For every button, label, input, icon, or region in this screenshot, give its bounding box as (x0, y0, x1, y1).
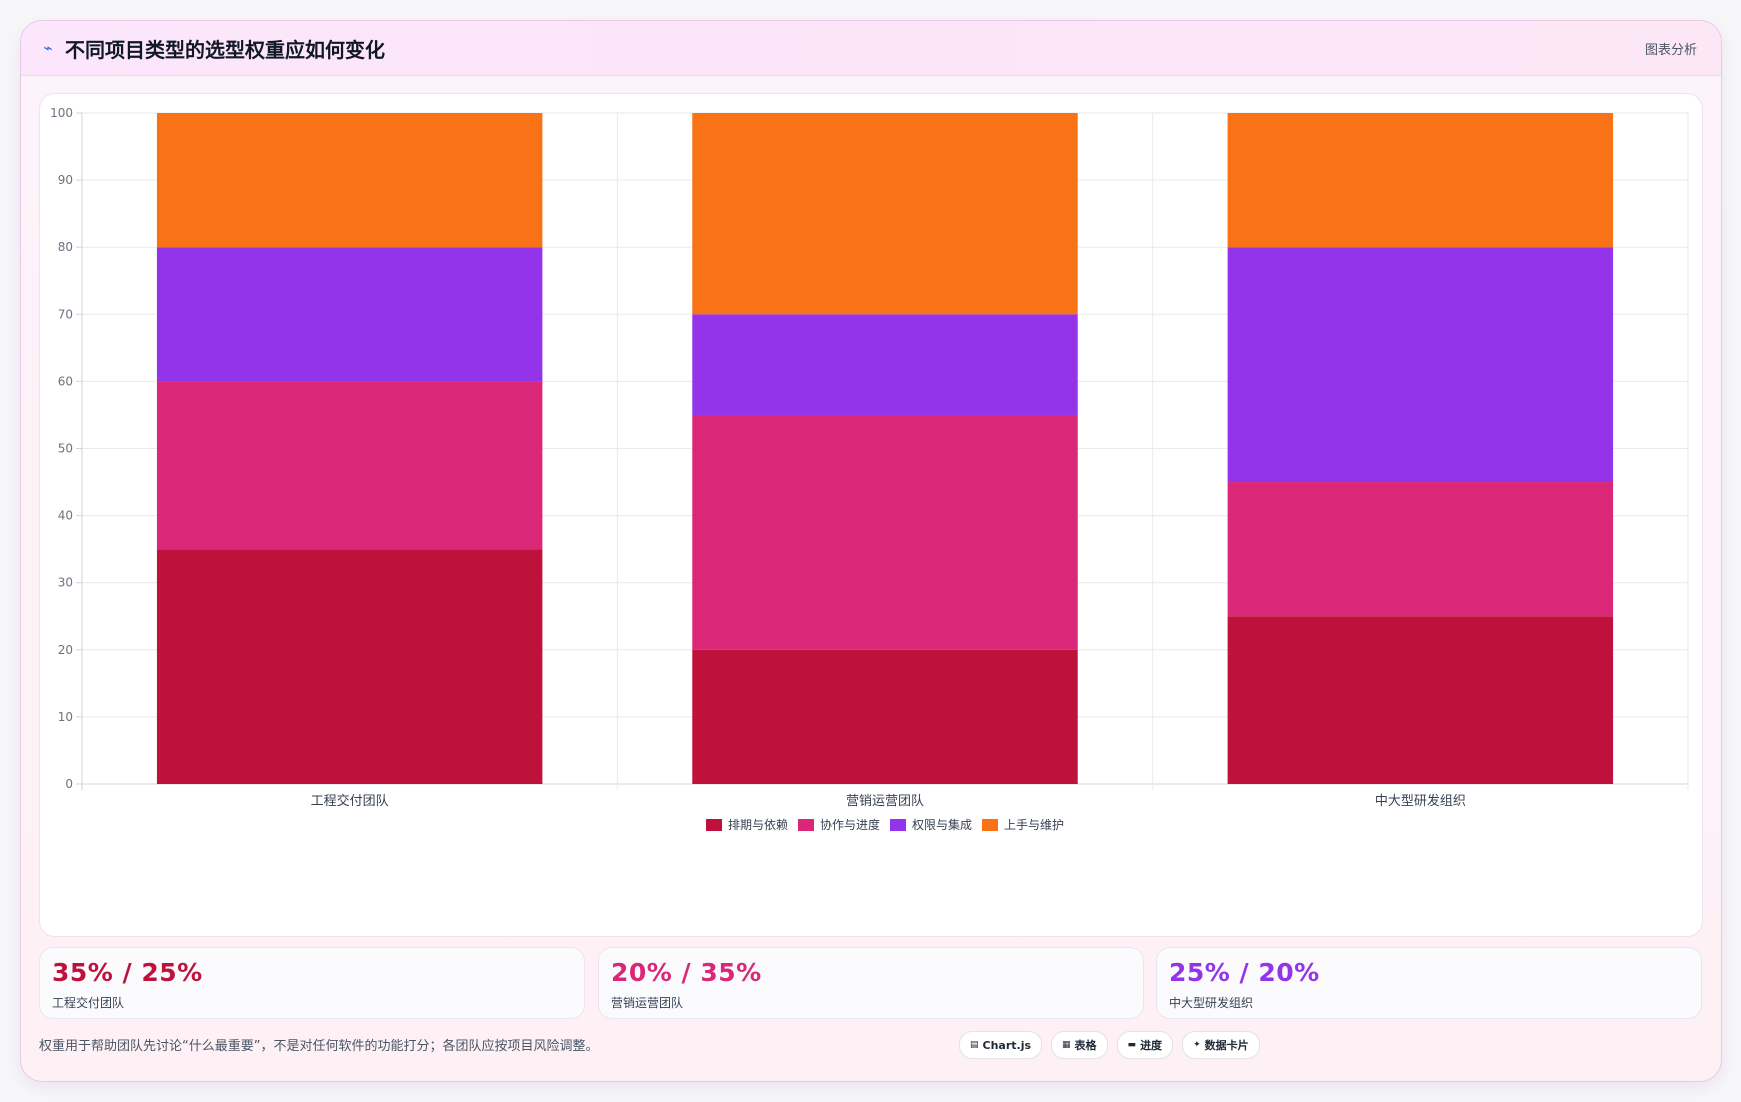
y-tick-label: 80 (58, 240, 73, 254)
stat-label: 工程交付团队 (52, 996, 125, 1010)
chart-title: 不同项目类型的选型权重应如何变化 (65, 37, 385, 62)
bar-segment (692, 314, 1078, 415)
chart-icon: ▤ (970, 1040, 979, 1050)
y-tick-label: 70 (58, 307, 73, 321)
chip-list: ▤ Chart.js ▦ 表格 ▬ 进度 ✦ 数据卡片 (959, 1031, 1260, 1059)
bar-segment (692, 649, 1078, 784)
bar-segment (1227, 113, 1614, 248)
legend-swatch (982, 819, 998, 831)
x-tick-label: 中大型研发组织 (1375, 793, 1466, 809)
y-tick-label: 30 (58, 576, 73, 590)
y-tick-label: 60 (58, 374, 73, 388)
chip-label: Chart.js (982, 1038, 1032, 1052)
stat-value: 20% / 35% (611, 958, 762, 987)
header-tag: 图表分析 (1644, 42, 1697, 58)
bar-segment (692, 414, 1078, 650)
y-tick-label: 10 (58, 710, 73, 724)
chip-label: 数据卡片 (1204, 1039, 1249, 1052)
chip-label: 表格 (1074, 1039, 1097, 1052)
legend-label: 上手与维护 (1004, 818, 1064, 832)
legend-swatch (706, 819, 722, 831)
stat-card-engineering: 35% / 25% 工程交付团队 (39, 947, 585, 1019)
chip-data-card[interactable]: ✦ 数据卡片 (1182, 1031, 1260, 1059)
card-header: ⌁ 不同项目类型的选型权重应如何变化 图表分析 (21, 21, 1721, 76)
plot-area: 0 10 20 30 40 50 60 70 80 90 100 工程交付团队 营销运营团队 中大型研发组… (39, 93, 1703, 937)
chip-table[interactable]: ▦ 表格 (1051, 1031, 1108, 1059)
stat-cards: 35% / 25% 工程交付团队 20% / 35% 营销运营团队 25% / … (39, 947, 1702, 1019)
sparkle-icon: ✦ (1193, 1040, 1201, 1050)
bar-segment (1227, 616, 1614, 784)
title-wrap: ⌁ 不同项目类型的选型权重应如何变化 (41, 34, 385, 63)
progress-icon: ▬ (1127, 1040, 1137, 1050)
stat-card-rd-org: 25% / 20% 中大型研发组织 (1156, 947, 1702, 1019)
y-tick-label: 0 (65, 777, 73, 791)
y-tick-label: 50 (58, 442, 73, 456)
bar-segment (692, 113, 1078, 315)
table-icon: ▦ (1062, 1040, 1071, 1050)
y-tick-label: 20 (58, 643, 73, 657)
y-tick-label: 40 (58, 509, 73, 523)
legend-label: 权限与集成 (912, 817, 972, 832)
stacked-bar-chart: 0 10 20 30 40 50 60 70 80 90 100 工程交付团队 营销运营团队 中大型研发组… (50, 106, 1689, 832)
chip-label: 进度 (1140, 1039, 1163, 1052)
bar-segment (1227, 247, 1614, 483)
stat-label: 中大型研发组织 (1169, 996, 1254, 1010)
y-tick-label: 90 (58, 173, 73, 187)
y-tick-label: 100 (50, 106, 73, 120)
bar-segment (156, 113, 543, 248)
chart-card: ⌁ 不同项目类型的选型权重应如何变化 图表分析 0 10 20 30 40 50 60 70 8… (20, 20, 1722, 1082)
legend-label: 协作与进度 (820, 817, 880, 832)
x-tick-label: 营销运营团队 (846, 794, 924, 809)
bar-segment (156, 381, 543, 550)
x-tick-label: 工程交付团队 (311, 793, 389, 809)
stat-value: 25% / 20% (1169, 958, 1320, 987)
bar-segment (156, 549, 543, 784)
chip-chartjs[interactable]: ▤ Chart.js (959, 1031, 1043, 1059)
line-chart-icon: ⌁ (43, 39, 53, 57)
stat-card-marketing: 20% / 35% 营销运营团队 (598, 947, 1144, 1019)
bar-segment (156, 247, 543, 382)
stat-value: 35% / 25% (52, 958, 203, 987)
stat-label: 营销运营团队 (611, 996, 684, 1010)
bar-segment (1227, 482, 1614, 617)
legend-swatch (798, 819, 814, 831)
legend-label: 排期与依赖 (728, 817, 788, 832)
footer-note: 权重用于帮助团队先讨论“什么最重要”，不是对任何软件的功能打分；各团队应按项目风… (39, 1039, 599, 1054)
chip-progress[interactable]: ▬ 进度 (1116, 1031, 1174, 1059)
legend-swatch (890, 819, 906, 831)
